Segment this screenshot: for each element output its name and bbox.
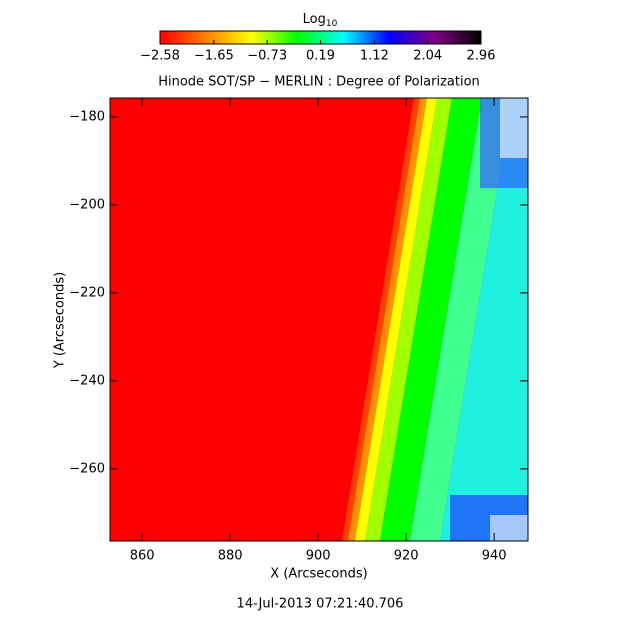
x-axis-label: X (Arcseconds) (270, 567, 367, 582)
y-tick-label: −200 (69, 197, 105, 212)
colorbar-tick-label: 0.19 (306, 49, 335, 64)
x-tick-label: 940 (482, 549, 507, 564)
colorbar-label-base: Log (303, 12, 326, 27)
colorbar-tick-label: 2.04 (413, 49, 442, 64)
y-tick-label: −180 (69, 109, 105, 124)
y-tick-label: −260 (69, 461, 105, 476)
colorbar-tick-label: −0.73 (247, 49, 287, 64)
colorbar-label: Log10 (303, 12, 338, 29)
colorbar-tick-label: −2.58 (140, 49, 180, 64)
chart-title: Hinode SOT/SP − MERLIN : Degree of Polar… (158, 75, 480, 90)
colorbar-label-subscript: 10 (326, 19, 338, 29)
x-tick-label: 920 (394, 549, 419, 564)
y-axis-label: Y (Arcseconds) (53, 272, 68, 369)
heatmap-image (110, 98, 528, 541)
x-tick-label: 880 (218, 549, 243, 564)
y-tick-label: −240 (69, 373, 105, 388)
x-tick-label: 900 (306, 549, 331, 564)
date-label: 14-Jul-2013 07:21:40.706 (237, 597, 404, 612)
colorbar-tick-label: 2.96 (467, 49, 496, 64)
colorbar-tick-label: −1.65 (194, 49, 234, 64)
x-tick-label: 860 (130, 549, 155, 564)
colorbar-tick-label: 1.12 (360, 49, 389, 64)
y-tick-label: −220 (69, 285, 105, 300)
plot-frame (109, 97, 529, 542)
